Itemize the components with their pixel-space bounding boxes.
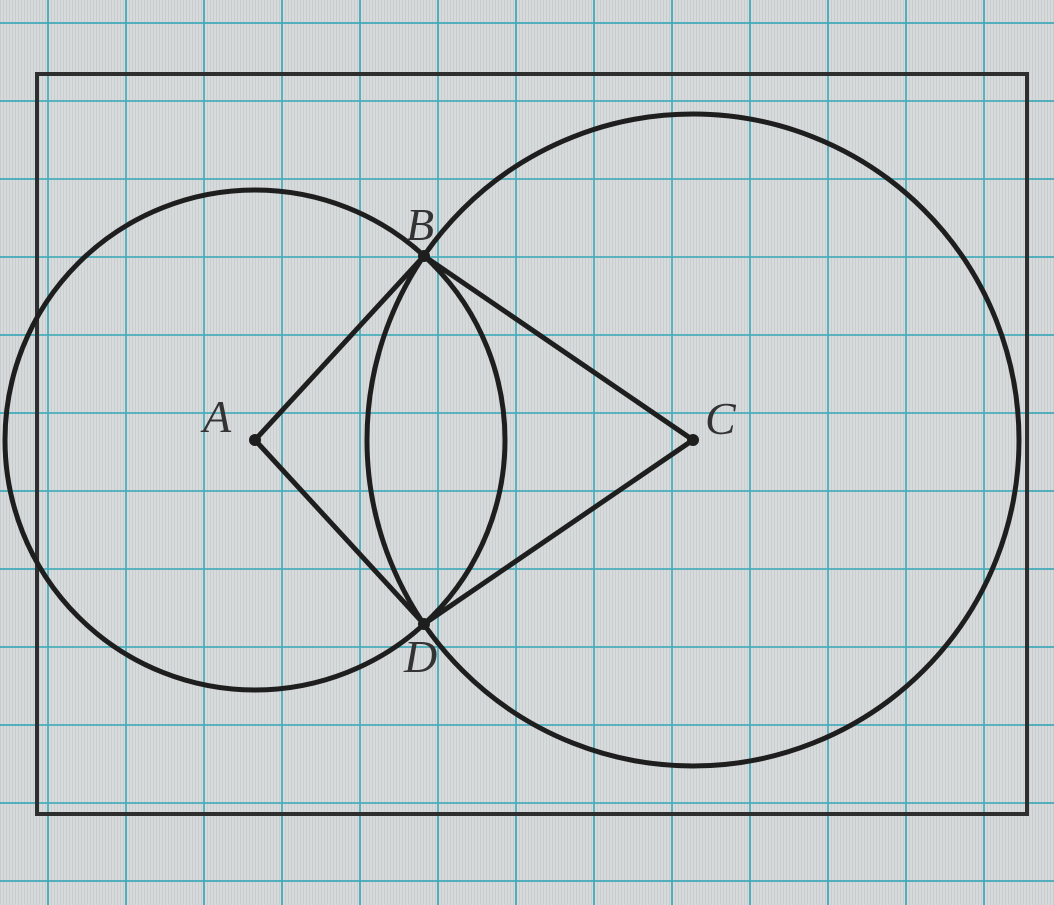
point-D: [418, 618, 430, 630]
point-A: [249, 434, 261, 446]
label-D: D: [403, 631, 437, 682]
panel-frame: [37, 74, 1027, 814]
point-C: [687, 434, 699, 446]
label-B: B: [406, 199, 434, 250]
geometry-diagram: A B C D: [0, 0, 1054, 905]
label-C: C: [705, 393, 737, 444]
point-B: [418, 250, 430, 262]
label-A: A: [200, 391, 232, 442]
